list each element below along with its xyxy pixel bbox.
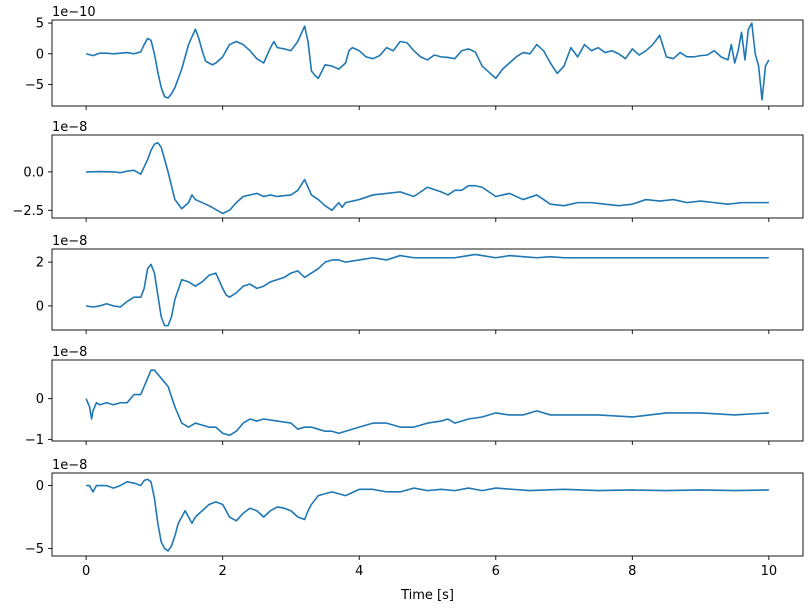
axes-frame-4 <box>51 359 804 442</box>
axes-frame-1 <box>51 19 804 107</box>
offset-text-3: 1e−8 <box>52 234 87 249</box>
y-tick-label-1-2: −5 <box>25 78 44 93</box>
y-tick-label-5-0: 0 <box>36 479 44 494</box>
series-line-3 <box>86 253 769 327</box>
y-tick-label-5-1: −5 <box>25 542 44 557</box>
x-tick-label-2: 4 <box>355 564 363 579</box>
x-tick-label-0: 0 <box>82 564 90 579</box>
x-tick-label-4: 8 <box>628 564 636 579</box>
y-tick-label-2-1: −2.5 <box>12 204 44 219</box>
x-tick-label-5: 10 <box>761 564 778 579</box>
y-tick-label-1-0: 5 <box>36 17 44 32</box>
y-tick-label-3-0: 2 <box>36 256 44 271</box>
y-tick-label-1-1: 0 <box>36 47 44 62</box>
subplot-2: 0.0 −2.5 1e−8 <box>12 120 804 222</box>
y-tick-label-4-1: −1 <box>25 433 44 448</box>
x-tick-label-3: 6 <box>492 564 500 579</box>
axes-frame-2 <box>51 134 804 219</box>
subplot-1: 5 0 −5 1e−10 <box>25 5 804 110</box>
subplot-3: 2 0 1e−8 <box>36 234 804 334</box>
x-axis-label: Time [s] <box>400 588 454 603</box>
series-line-5 <box>86 478 769 552</box>
y-tick-label-2-0: 0.0 <box>23 165 44 180</box>
y-tick-label-4-0: 0 <box>36 392 44 407</box>
series-line-2 <box>86 141 769 215</box>
subplot-5: 0 2 4 6 8 10 0 −5 1e−8 Time [s] <box>25 458 804 603</box>
axes-frame-5 <box>51 472 804 557</box>
series-line-4 <box>85 369 769 437</box>
subplot-4: 0 −1 1e−8 <box>25 345 804 448</box>
offset-text-1: 1e−10 <box>52 5 96 20</box>
x-tick-label-1: 2 <box>219 564 227 579</box>
offset-text-2: 1e−8 <box>52 120 87 135</box>
series-line-1 <box>85 22 770 101</box>
offset-text-5: 1e−8 <box>52 458 87 473</box>
offset-text-4: 1e−8 <box>52 345 87 360</box>
axes-frame-3 <box>51 248 804 331</box>
y-tick-label-3-1: 0 <box>36 299 44 314</box>
